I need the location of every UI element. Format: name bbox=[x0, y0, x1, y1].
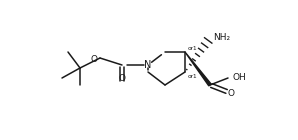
Text: or1: or1 bbox=[188, 74, 198, 79]
Text: O: O bbox=[119, 74, 125, 82]
Text: NH₂: NH₂ bbox=[213, 32, 231, 41]
Text: OH: OH bbox=[232, 73, 246, 81]
Text: O: O bbox=[227, 88, 235, 97]
Polygon shape bbox=[185, 52, 211, 86]
Text: O: O bbox=[90, 54, 97, 64]
Text: N: N bbox=[144, 60, 152, 70]
Text: or1: or1 bbox=[188, 46, 198, 51]
